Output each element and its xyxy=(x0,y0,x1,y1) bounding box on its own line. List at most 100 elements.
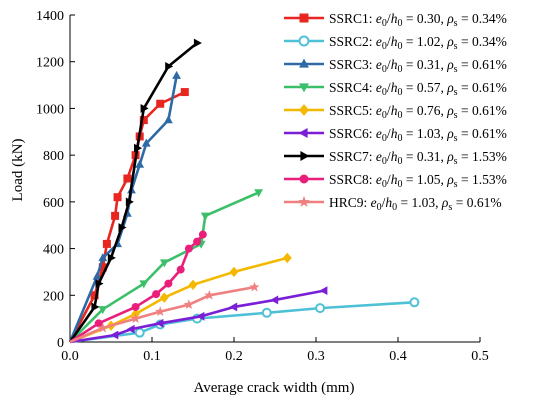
data-point xyxy=(118,223,127,232)
data-point xyxy=(90,291,99,300)
y-tick-label: 400 xyxy=(43,243,64,258)
data-point xyxy=(135,159,145,168)
legend-series-name: SSRC3 xyxy=(329,57,369,72)
legend-series-name: SSRC6 xyxy=(329,126,369,141)
legend-ratio-value: 0.61% xyxy=(472,103,507,118)
data-point xyxy=(126,324,135,334)
data-point xyxy=(92,271,102,280)
legend-swatch-marker xyxy=(299,174,309,184)
legend-ratio-value: 0.61% xyxy=(472,57,507,72)
x-tick-label: 0.0 xyxy=(61,349,79,364)
data-point xyxy=(155,318,164,328)
legend-series-name: SSRC5 xyxy=(329,103,369,118)
data-point xyxy=(102,239,111,248)
x-tick-label: 0.5 xyxy=(471,349,489,364)
data-point xyxy=(198,230,207,239)
data-point xyxy=(319,286,328,296)
legend-label: SSRC7: e0/h0 = 0.31, ρs = 1.53% xyxy=(329,149,507,167)
legend-label: SSRC3: e0/h0 = 0.31, ρs = 0.61% xyxy=(329,57,507,75)
data-point xyxy=(165,61,174,71)
legend-eccentricity-value: 0.31 xyxy=(417,57,441,72)
legend-label: HRC9: e0/h0 = 1.03, ρs = 0.61% xyxy=(329,195,502,213)
legend-item-ssrc2: SSRC2: e0/h0 = 1.02, ρs = 0.34% xyxy=(284,34,507,52)
data-point xyxy=(95,279,104,289)
legend-eccentricity-value: 0.31 xyxy=(417,149,441,164)
data-point xyxy=(156,99,165,108)
data-point xyxy=(193,38,202,48)
data-point xyxy=(270,295,279,305)
data-point xyxy=(176,265,185,274)
series-line-ssrc7 xyxy=(68,42,198,343)
data-point xyxy=(152,290,161,299)
legend-label: SSRC1: e0/h0 = 0.30, ρs = 0.34% xyxy=(329,11,507,29)
legend-label: SSRC2: e0/h0 = 1.02, ρs = 0.34% xyxy=(329,34,507,52)
data-point xyxy=(139,280,149,289)
legend-swatch-marker xyxy=(298,195,310,207)
legend-swatch-marker xyxy=(300,151,310,161)
data-point xyxy=(188,279,198,290)
data-point xyxy=(196,311,205,321)
data-point xyxy=(164,279,173,288)
legend-item-ssrc3: SSRC3: e0/h0 = 0.31, ρs = 0.61% xyxy=(284,57,507,75)
data-point xyxy=(139,116,148,125)
legend-label: SSRC6: e0/h0 = 1.03, ρs = 0.61% xyxy=(329,126,507,144)
data-point xyxy=(134,143,143,153)
data-point xyxy=(200,212,210,221)
legend-swatch-marker xyxy=(299,83,309,93)
legend-eccentricity-value: 1.03 xyxy=(412,195,436,210)
legend-eccentricity-value: 1.03 xyxy=(417,126,441,141)
legend-item-ssrc4: SSRC4: e0/h0 = 0.57, ρs = 0.61% xyxy=(284,80,507,98)
data-point xyxy=(159,292,169,303)
legend-item-ssrc5: SSRC5: e0/h0 = 0.76, ρs = 0.61% xyxy=(284,103,507,121)
data-point xyxy=(315,303,326,314)
y-axis-title: Load (kN) xyxy=(10,139,26,202)
x-tick-label: 0.4 xyxy=(389,349,407,364)
y-tick-label: 1000 xyxy=(36,102,64,117)
data-point xyxy=(110,330,119,340)
x-tick-label: 0.3 xyxy=(307,349,325,364)
data-point xyxy=(204,289,215,300)
data-point xyxy=(172,70,181,79)
data-point xyxy=(98,263,107,272)
data-point xyxy=(94,319,103,328)
series-line-ssrc3 xyxy=(68,75,178,343)
data-point xyxy=(254,189,263,198)
legend-series-name: HRC9 xyxy=(329,195,364,210)
legend-series-name: SSRC2 xyxy=(329,34,369,49)
x-axis-title: Average crack width (mm) xyxy=(194,380,355,396)
data-point xyxy=(131,302,140,311)
legend-series-name: SSRC1 xyxy=(329,11,369,26)
axes: 0 200 400 600 800 1000 1200 1400 0.0 0.1 0.2 0.3 0.4… xyxy=(36,9,489,364)
data-point xyxy=(113,193,122,202)
legend-series-name: SSRC8 xyxy=(329,172,369,187)
series-ssrc6 xyxy=(69,286,328,344)
legend-item-ssrc8: SSRC8: e0/h0 = 1.05, ρs = 1.53% xyxy=(284,172,507,190)
data-point xyxy=(140,104,149,113)
data-point xyxy=(180,88,189,97)
data-point xyxy=(91,302,100,312)
data-point xyxy=(111,211,120,220)
data-point xyxy=(261,307,272,318)
legend-ratio-value: 0.61% xyxy=(467,195,502,210)
legend-ratio-value: 1.53% xyxy=(472,172,507,187)
legend-ratio-value: 0.61% xyxy=(472,126,507,141)
series-hrc9 xyxy=(69,281,260,344)
legend-ratio-value: 1.53% xyxy=(472,149,507,164)
data-point xyxy=(97,322,108,333)
legend: SSRC1: e0/h0 = 0.30, ρs = 0.34% SSRC2: e0… xyxy=(284,11,507,213)
y-tick-label: 1200 xyxy=(36,56,64,71)
data-point xyxy=(184,244,193,253)
y-tick-label: 1400 xyxy=(36,9,64,24)
data-point xyxy=(229,302,238,312)
y-tick-label: 600 xyxy=(43,196,64,211)
legend-swatch-marker xyxy=(298,35,310,47)
data-point xyxy=(134,327,145,338)
legend-series-name: SSRC7 xyxy=(329,149,369,164)
data-point xyxy=(183,299,195,309)
x-tick-label: 0.1 xyxy=(143,349,161,364)
legend-swatch-marker xyxy=(299,58,309,68)
legend-label: SSRC8: e0/h0 = 1.05, ρs = 1.53% xyxy=(329,172,507,190)
legend-ratio-value: 0.34% xyxy=(472,11,507,26)
